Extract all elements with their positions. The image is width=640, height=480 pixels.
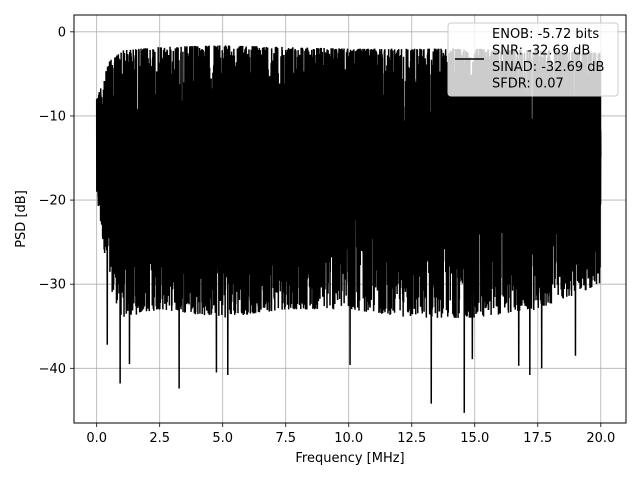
x-tick-label: 20.0 <box>586 431 615 446</box>
x-tick-label: 5.0 <box>212 431 233 446</box>
y-tick-label: −40 <box>39 362 66 377</box>
x-tick-label: 10.0 <box>334 431 363 446</box>
y-tick-label: −10 <box>39 109 66 124</box>
legend: ENOB: -5.72 bits SNR: -32.69 dB SINAD: -32… <box>447 22 619 97</box>
y-tick-label: 0 <box>58 25 66 40</box>
legend-line: SNR: -32.69 dB <box>492 44 590 59</box>
y-axis-ticks: 0 −10 −20 −30 −40 <box>39 25 74 377</box>
legend-box <box>447 22 619 97</box>
x-tick-label: 15.0 <box>460 431 489 446</box>
x-axis-label: Frequency [MHz] <box>295 451 404 466</box>
legend-line: ENOB: -5.72 bits <box>492 27 599 42</box>
x-axis-ticks: 0.0 2.5 5.0 7.5 10.0 12.5 15.0 17.5 20.0 <box>86 423 615 446</box>
legend-label: ENOB: -5.72 bits SNR: -32.69 dB SINAD: -32… <box>492 27 604 92</box>
x-tick-label: 2.5 <box>149 431 170 446</box>
y-axis-label: PSD [dB] <box>14 190 29 248</box>
psd-series <box>95 45 602 413</box>
x-tick-label: 7.5 <box>275 431 296 446</box>
y-tick-label: −20 <box>39 194 66 209</box>
psd-line <box>95 45 602 413</box>
plot-frame <box>73 14 627 424</box>
x-tick-label: 17.5 <box>523 431 552 446</box>
legend-line: SINAD: -32.69 dB <box>492 60 604 75</box>
x-tick-label: 12.5 <box>397 431 426 446</box>
legend-line: SFDR: 0.07 <box>492 77 564 92</box>
x-tick-label: 0.0 <box>86 431 107 446</box>
y-tick-label: −30 <box>39 278 66 293</box>
